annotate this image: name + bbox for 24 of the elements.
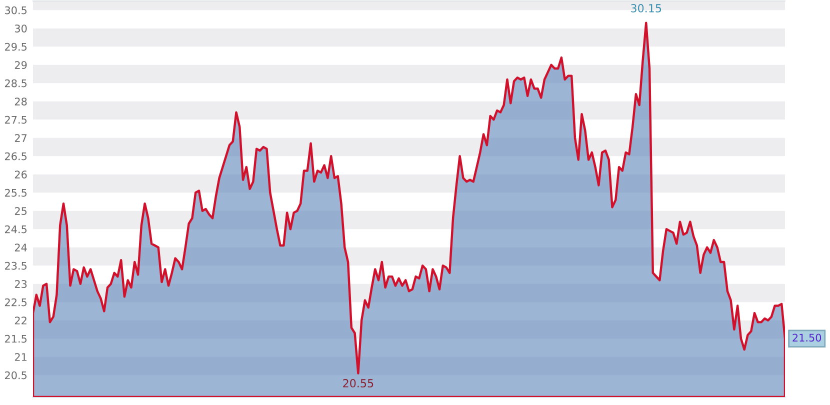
y-tick-label: 25.5	[5, 188, 27, 197]
y-tick-label: 27.5	[5, 116, 27, 124]
y-tick-label: 22.5	[5, 298, 27, 306]
y-tick-label: 24	[14, 244, 27, 252]
y-tick-label: 26	[14, 170, 27, 178]
annotation: 20.55	[343, 379, 374, 388]
y-tick-label: 27	[14, 134, 27, 142]
y-tick-label: 29	[14, 61, 27, 69]
y-tick-label: 28	[14, 98, 27, 106]
y-tick-label: 30	[14, 24, 27, 32]
y-tick-label: 30.5	[5, 6, 27, 14]
y-tick-label: 28.5	[5, 79, 27, 88]
y-tick-label: 21.5	[5, 334, 27, 343]
y-tick-label: 29.5	[5, 42, 27, 51]
y-tick-label: 23.5	[5, 262, 27, 270]
annotation: 30.15	[631, 4, 662, 12]
y-tick-label: 24.5	[5, 225, 27, 234]
y-tick-label: 21	[14, 353, 26, 361]
y-tick-label: 22	[14, 316, 26, 324]
y-tick-label: 20.5	[5, 371, 27, 380]
text: 21.50	[792, 334, 822, 342]
y-tick-label: 26.5	[5, 152, 27, 160]
y-tick-label: 25	[14, 207, 27, 215]
y-tick-label: 23	[14, 280, 27, 288]
